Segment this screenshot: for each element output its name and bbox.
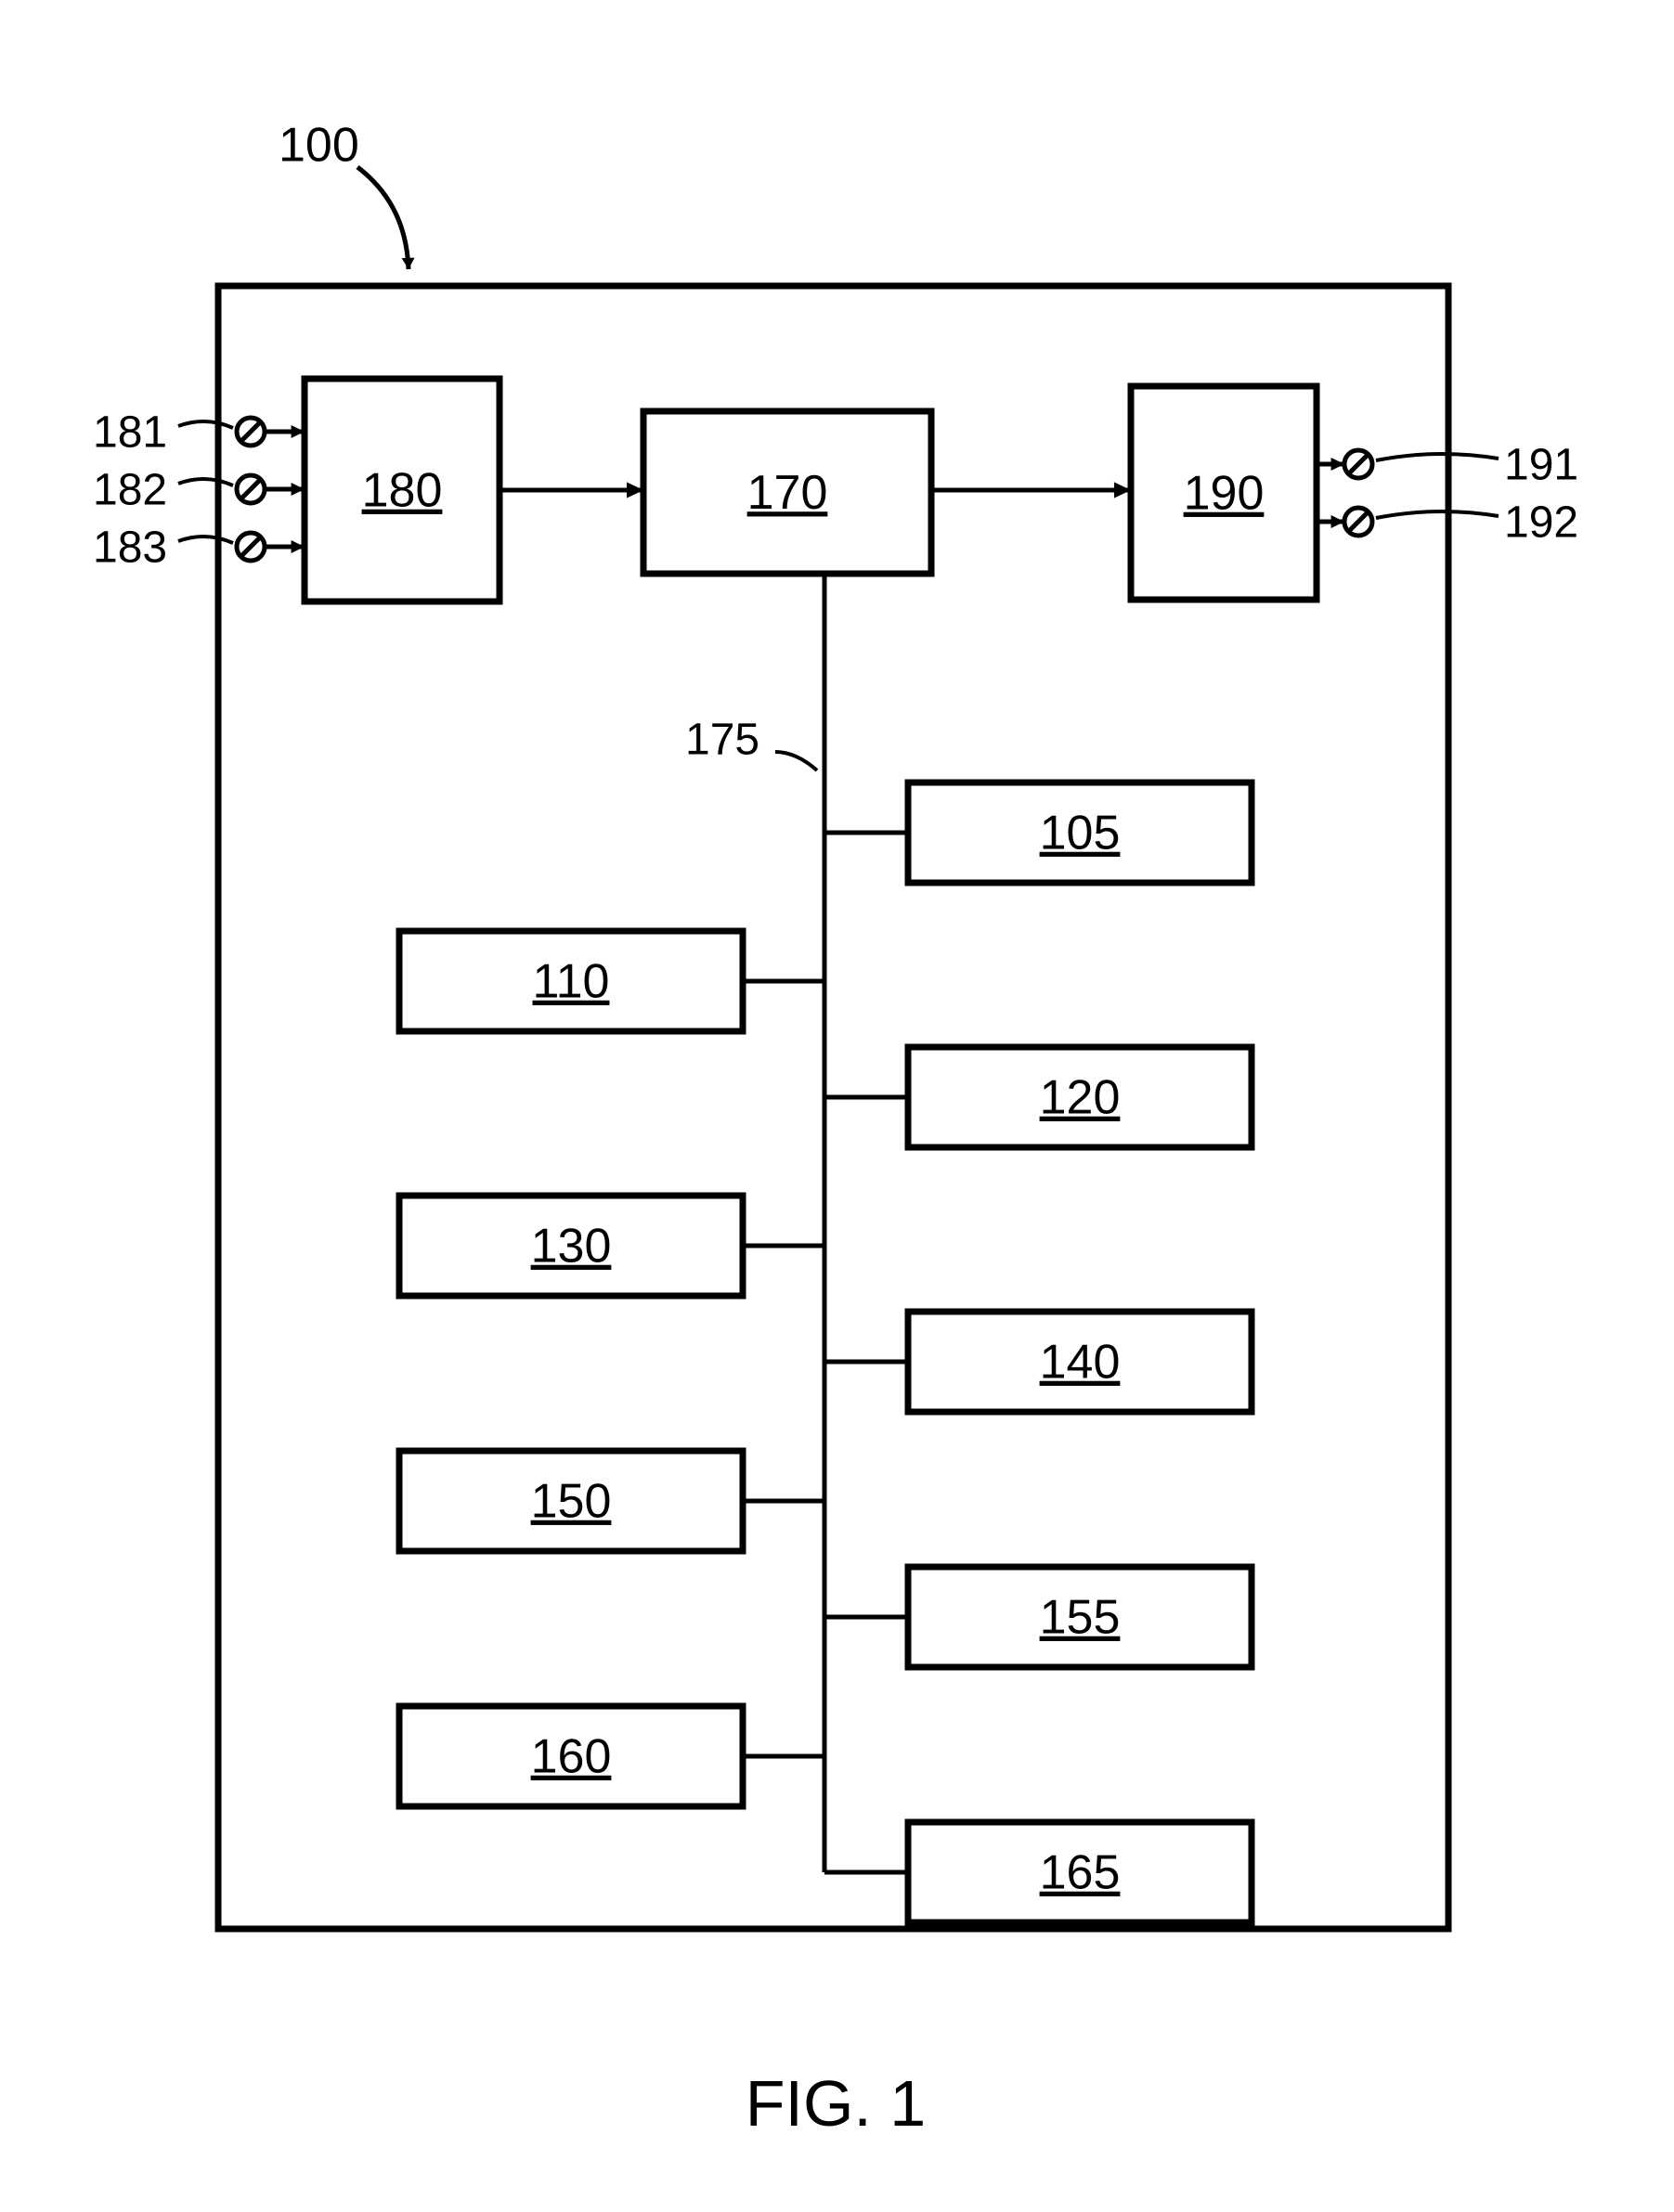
block-label-165: 165 [1040, 1846, 1121, 1900]
block-label-130: 130 [531, 1220, 612, 1274]
block-label-160: 160 [531, 1730, 612, 1784]
terminal-label-182: 182 [93, 466, 167, 515]
block-diagram: 100 180 170 190 105 110 120 130 140 150 155 160 165 1… [0, 0, 1674, 2212]
block-label-150: 150 [531, 1475, 612, 1529]
system-ref-lead [357, 167, 409, 269]
block-label-155: 155 [1040, 1591, 1121, 1645]
terminal-label-181: 181 [93, 408, 167, 458]
terminal-label-191: 191 [1504, 441, 1578, 490]
block-label-110: 110 [533, 955, 610, 1009]
system-ref-label: 100 [279, 119, 359, 173]
block-label-140: 140 [1040, 1336, 1121, 1390]
bus-ref-label: 175 [685, 716, 759, 765]
block-label-180: 180 [362, 464, 443, 518]
block-label-170: 170 [747, 466, 828, 520]
block-label-105: 105 [1040, 807, 1121, 860]
container-box [218, 286, 1448, 1929]
terminal-label-192: 192 [1504, 498, 1578, 548]
bus-ref-lead [775, 752, 817, 770]
terminal-label-183: 183 [93, 524, 167, 573]
block-label-190: 190 [1184, 467, 1265, 521]
figure-caption: FIG. 1 [746, 2067, 926, 2140]
block-label-120: 120 [1040, 1071, 1121, 1125]
